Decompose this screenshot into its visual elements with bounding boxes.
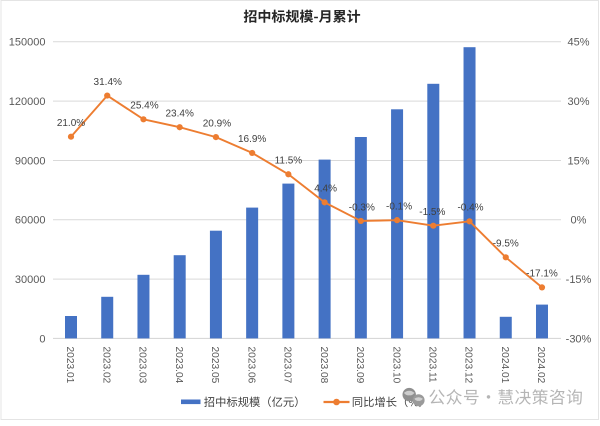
svg-text:2023.04: 2023.04 xyxy=(173,347,184,384)
svg-text:16.9%: 16.9% xyxy=(238,134,266,145)
svg-text:25.4%: 25.4% xyxy=(130,101,158,112)
svg-text:21.0%: 21.0% xyxy=(57,118,85,129)
svg-text:15%: 15% xyxy=(567,155,589,167)
svg-text:60000: 60000 xyxy=(15,215,46,227)
svg-text:-1.5%: -1.5% xyxy=(419,207,445,218)
svg-text:120000: 120000 xyxy=(9,96,46,108)
svg-text:-15%: -15% xyxy=(566,274,592,286)
svg-text:23.4%: 23.4% xyxy=(166,109,194,120)
svg-text:-9.5%: -9.5% xyxy=(493,239,519,250)
svg-text:2023.11: 2023.11 xyxy=(427,347,438,383)
svg-text:-30%: -30% xyxy=(566,333,592,345)
svg-text:45%: 45% xyxy=(567,37,589,49)
svg-text:20.9%: 20.9% xyxy=(203,118,231,129)
svg-text:2023.10: 2023.10 xyxy=(390,347,401,384)
svg-text:11.5%: 11.5% xyxy=(275,156,303,167)
svg-text:31.4%: 31.4% xyxy=(94,77,122,88)
svg-text:2024.01: 2024.01 xyxy=(499,347,510,384)
svg-text:2023.05: 2023.05 xyxy=(209,347,220,384)
svg-text:90000: 90000 xyxy=(15,155,46,167)
svg-text:150000: 150000 xyxy=(9,37,46,49)
svg-text:0: 0 xyxy=(39,333,45,345)
svg-text:-0.4%: -0.4% xyxy=(457,203,483,214)
svg-text:2023.08: 2023.08 xyxy=(318,347,329,384)
svg-text:30000: 30000 xyxy=(15,274,46,286)
svg-text:2023.06: 2023.06 xyxy=(245,347,256,384)
svg-text:-0.1%: -0.1% xyxy=(386,201,412,212)
svg-text:2023.03: 2023.03 xyxy=(137,347,148,384)
svg-text:2023.07: 2023.07 xyxy=(282,347,293,384)
svg-text:2023.09: 2023.09 xyxy=(354,347,365,384)
svg-text:2024.02: 2024.02 xyxy=(535,347,546,384)
svg-text:2023.12: 2023.12 xyxy=(463,347,474,384)
svg-text:0%: 0% xyxy=(571,215,587,227)
svg-text:30%: 30% xyxy=(567,96,589,108)
svg-text:-0.3%: -0.3% xyxy=(349,202,375,213)
svg-text:4.4%: 4.4% xyxy=(314,184,337,195)
svg-text:2023.02: 2023.02 xyxy=(100,347,111,384)
svg-text:2023.01: 2023.01 xyxy=(64,347,75,384)
svg-text:-17.1%: -17.1% xyxy=(526,269,558,280)
